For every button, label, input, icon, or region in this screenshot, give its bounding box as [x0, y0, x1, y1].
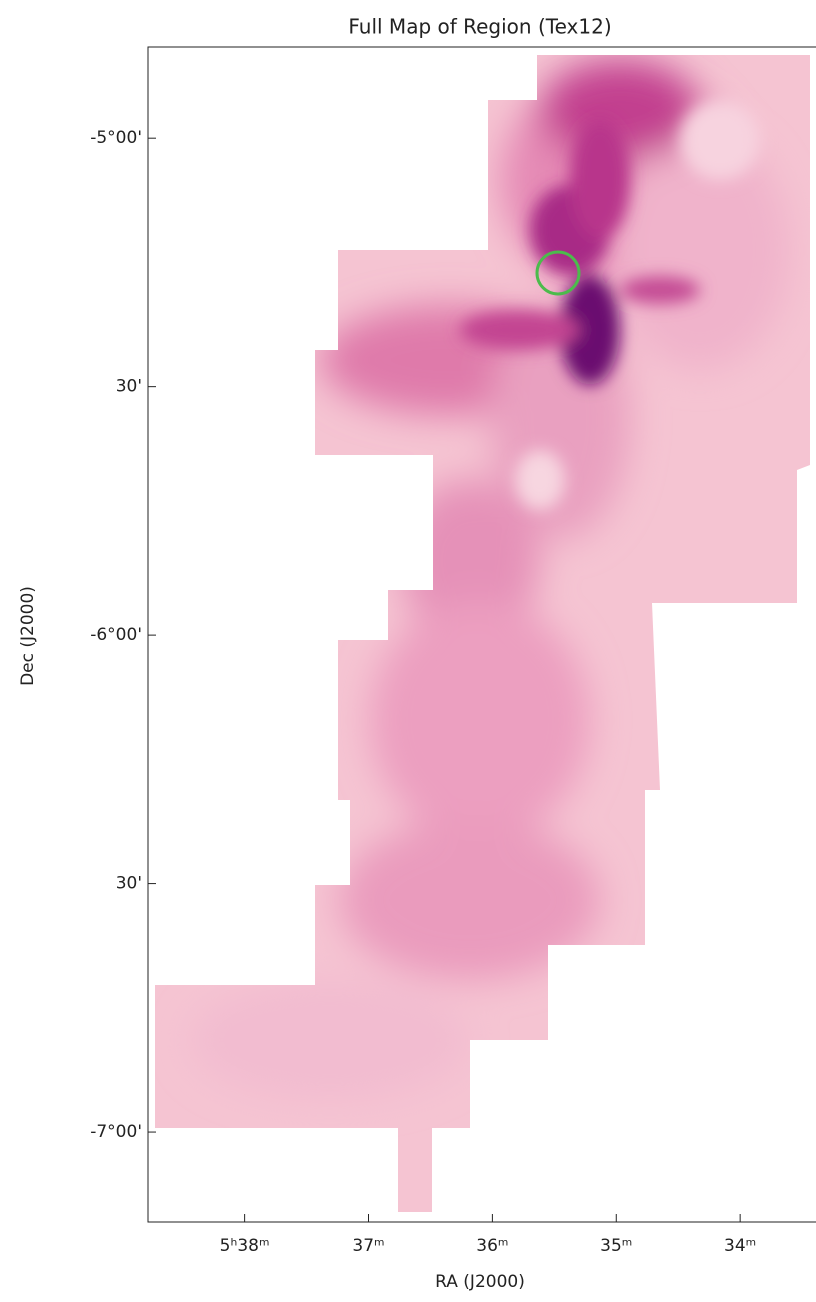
y-tick-label: 30' — [116, 377, 142, 397]
x-tick-label: 35ᵐ — [600, 1236, 632, 1256]
x-tick-label: 37ᵐ — [352, 1236, 384, 1256]
intensity-map — [148, 47, 816, 1222]
y-tick-label: 30' — [116, 874, 142, 894]
y-tick-label: -5°00' — [90, 128, 142, 148]
chart-title: Full Map of Region (Tex12) — [348, 15, 611, 39]
chart: Full Map of Region (Tex12) RA (J2000) De… — [0, 0, 816, 1302]
x-axis-label: RA (J2000) — [435, 1272, 525, 1292]
y-axis-label: Dec (J2000) — [18, 586, 38, 686]
x-tick-label: 36ᵐ — [476, 1236, 508, 1256]
x-tick-label: 5ʰ38ᵐ — [220, 1236, 270, 1256]
y-tick-label: -7°00' — [90, 1122, 142, 1142]
x-tick-label: 34ᵐ — [724, 1236, 756, 1256]
y-tick-label: -6°00' — [90, 625, 142, 645]
